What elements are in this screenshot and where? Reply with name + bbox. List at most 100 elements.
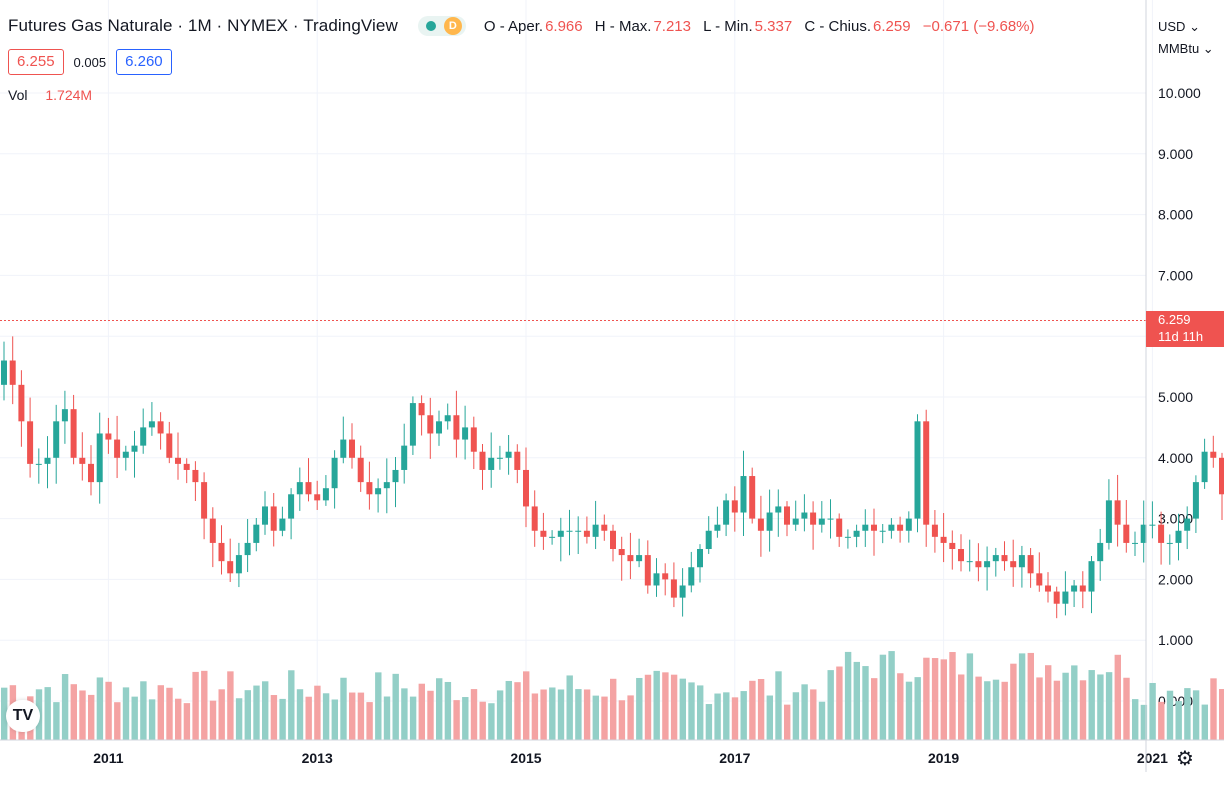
volume-bar (705, 704, 713, 740)
candle-body (1166, 542, 1173, 544)
volume-bar (175, 698, 182, 740)
candle-body (784, 506, 790, 525)
candle-body (401, 445, 408, 470)
candle-body (1097, 542, 1104, 562)
volume-bar (1079, 680, 1087, 740)
volume-bar (1001, 681, 1008, 740)
candle-body (897, 524, 904, 531)
candle-body (270, 506, 277, 531)
candle-body (923, 421, 930, 525)
x-tick-label: 2013 (302, 750, 333, 766)
buy-button[interactable]: 6.260 (116, 49, 172, 75)
candle-body (670, 579, 677, 598)
volume-bar (531, 693, 539, 740)
candle-body (122, 451, 129, 458)
candle-body (984, 561, 991, 568)
volume-bar (523, 671, 530, 740)
volume-bar (844, 651, 852, 740)
sell-button[interactable]: 6.255 (8, 49, 64, 75)
volume-bar (262, 681, 269, 740)
candle-body (566, 530, 573, 532)
volume-bar (288, 670, 295, 740)
market-status[interactable]: D (417, 16, 466, 36)
volume-bar (1184, 688, 1191, 740)
currency-selector[interactable]: USD ⌄ MMBtu ⌄ (1158, 16, 1214, 60)
candle-body (505, 451, 512, 458)
volume-bar (662, 672, 669, 740)
candle-body (479, 451, 486, 470)
x-tick-label: 2017 (719, 750, 750, 766)
unit-label[interactable]: MMBtu (1158, 41, 1200, 56)
volume-bar (444, 681, 452, 740)
gear-icon[interactable]: ⚙ (1176, 748, 1194, 770)
candle-body (201, 482, 208, 519)
candle-body (322, 488, 329, 501)
volume-bar (601, 696, 608, 740)
chevron-down-icon: ⌄ (1202, 41, 1214, 56)
candle-body (662, 573, 669, 580)
market-open-icon (425, 21, 436, 31)
y-tick-label: 4.000 (1158, 450, 1193, 466)
volume-bar (375, 672, 382, 740)
volume-bar (958, 674, 965, 740)
candle-body (757, 518, 764, 531)
volume-bar (879, 654, 887, 740)
candle-body (349, 439, 355, 458)
countdown-value: 11d 11h (1158, 329, 1204, 344)
close-value: 6.259 (873, 17, 911, 35)
candle-body (1219, 457, 1224, 495)
candle-body (575, 530, 582, 532)
y-tick-label: 9.000 (1158, 146, 1193, 162)
volume-bar (697, 685, 704, 740)
candle-body (801, 512, 808, 519)
candle-body (679, 585, 686, 598)
volume-bar (897, 673, 904, 740)
candle-body (1105, 500, 1112, 543)
volume-bar (235, 698, 243, 740)
volume-bar (618, 700, 626, 740)
volume-bar (470, 689, 478, 740)
candle-body (235, 555, 242, 574)
volume-bar (1140, 704, 1148, 740)
candle-body (418, 403, 425, 416)
volume-bar (549, 687, 556, 740)
volume-bar (496, 690, 504, 740)
candle-body (79, 457, 86, 464)
candle-body (731, 500, 738, 513)
tradingview-logo[interactable]: TV (6, 700, 40, 732)
candle-body (931, 524, 938, 537)
volume-bar (1062, 672, 1069, 740)
currency-label[interactable]: USD (1158, 19, 1186, 34)
candle-body (1079, 585, 1086, 592)
volume-bar (114, 702, 121, 740)
y-tick-label: 10.000 (1158, 85, 1201, 101)
volume-bar (818, 701, 826, 740)
candle-body (740, 476, 747, 513)
volume-bar (61, 674, 69, 740)
candle-body (749, 476, 756, 519)
candle-body (1201, 451, 1208, 483)
volume-bar (923, 657, 930, 740)
volume-bar (871, 678, 878, 740)
volume-bar (1192, 690, 1200, 740)
volume-bar (740, 691, 747, 740)
volume-bar (1210, 678, 1217, 740)
volume-bar (836, 666, 843, 740)
chevron-down-icon: ⌄ (1189, 19, 1200, 34)
volume-bar (418, 683, 425, 740)
volume-bar (1053, 680, 1061, 740)
candle-body (166, 433, 173, 458)
open-label: O - Aper. (483, 17, 544, 35)
volume-bar (914, 677, 921, 740)
symbol-title[interactable]: Futures Gas Naturale · 1M · NYMEX · Trad… (8, 16, 398, 35)
candle-body (966, 561, 973, 563)
candle-body (1114, 500, 1121, 525)
volume-bar (679, 678, 686, 740)
candle-body (253, 524, 260, 543)
volume-bar (409, 696, 417, 740)
candle-body (35, 463, 42, 465)
x-tick-label: 2011 (93, 750, 124, 766)
candle-body (592, 524, 599, 537)
candle-body (444, 415, 451, 422)
